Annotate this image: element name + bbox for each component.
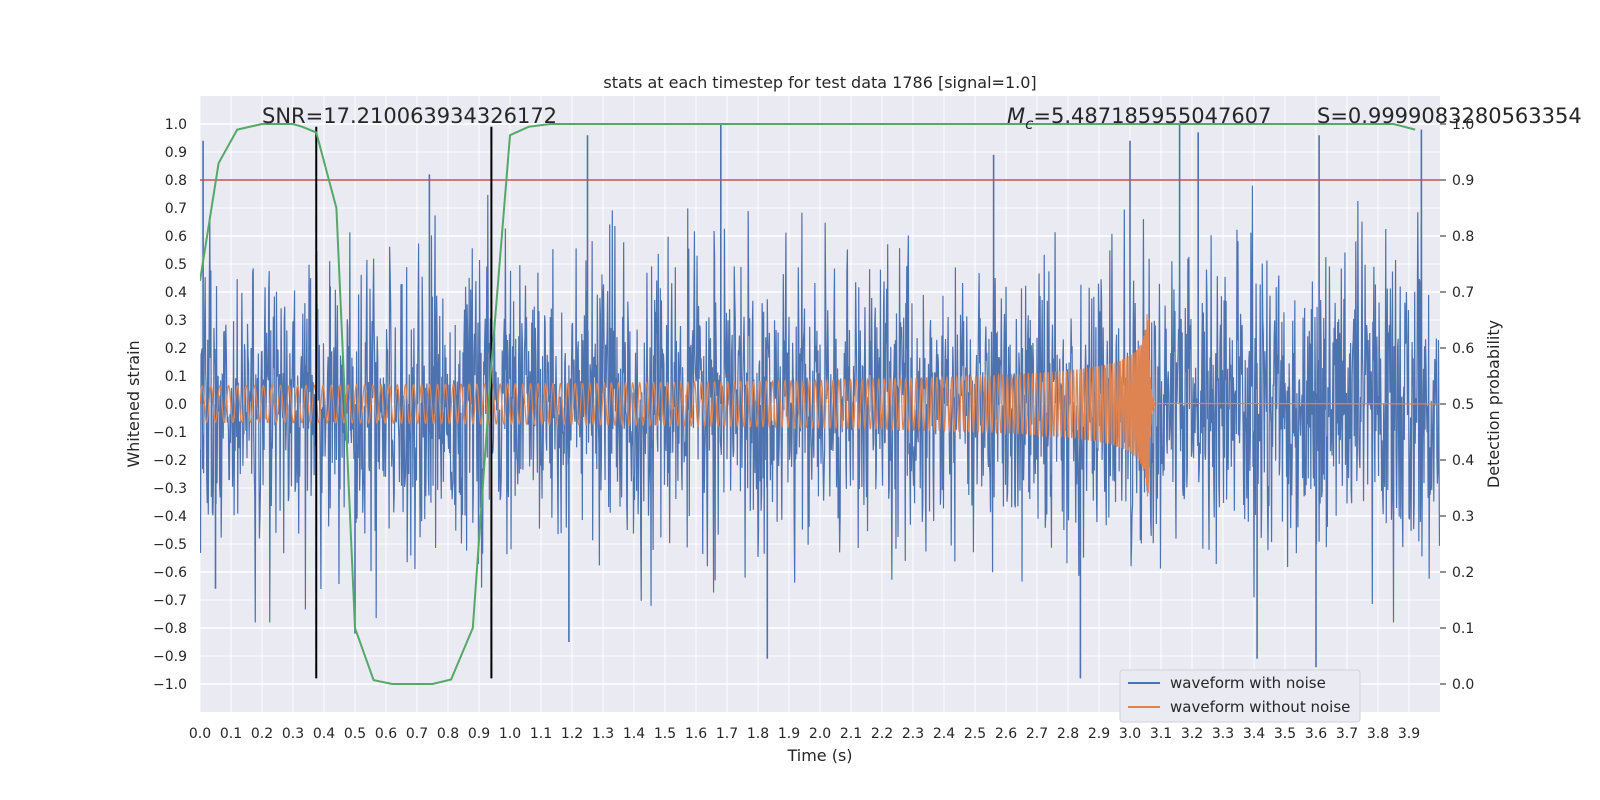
y-tick-label: 0.1 [165,369,187,385]
y-tick-label: −0.6 [153,565,187,581]
x-tick-label: 2.5 [964,726,986,742]
legend: waveform with noise waveform without noi… [1119,669,1361,723]
x-tick-label: 1.0 [499,726,521,742]
x-tick-label: 3.2 [1181,726,1203,742]
x-tick-label: 0.7 [406,726,428,742]
y-tick-label: 0.8 [165,173,187,189]
y2-tick-label: 0.7 [1452,285,1474,301]
x-tick-label: 1.4 [623,726,645,742]
y-tick-labels: 1.0 0.9 0.8 0.7 0.6 0.5 0.4 0.3 0.2 0.1 0.0 −0.1 −0.… [153,117,187,693]
y-tick-label: 0.7 [165,201,187,217]
x-tick-label: 3.5 [1274,726,1296,742]
series-detection-probability [200,123,1416,685]
y-tick-label: 0.0 [165,397,187,413]
x-tick-label: 0.2 [251,726,273,742]
y2-tick-label: 1.0 [1452,117,1474,133]
x-tick-label: 3.6 [1305,726,1327,742]
x-tick-label: 2.4 [933,726,955,742]
y-tick-label: −0.3 [153,481,187,497]
y-tick-label: −0.5 [153,537,187,553]
x-tick-label: 2.2 [871,726,893,742]
y-tick-label: 0.3 [165,313,187,329]
plot-series [200,123,1440,685]
y-tick-label: −0.8 [153,621,187,637]
x-tick-label: 2.0 [809,726,831,742]
x-axis-label: Time (s) [786,746,852,765]
x-tick-label: 3.4 [1243,726,1265,742]
chart-title: stats at each timestep for test data 178… [603,73,1036,92]
x-tick-label: 3.0 [1119,726,1141,742]
legend-box [1119,669,1361,723]
series-waveform-with-noise [200,185,1440,623]
x-tick-label: 2.8 [1057,726,1079,742]
x-tick-label: 3.7 [1336,726,1358,742]
y2-tick-label: 0.5 [1452,397,1474,413]
x-tick-label: 0.0 [189,726,211,742]
legend-label-noise: waveform with noise [1170,674,1326,692]
y-tick-label: 0.9 [165,145,187,161]
x-tick-label: 2.9 [1088,726,1110,742]
y-tick-label: 0.5 [165,257,187,273]
y-tick-label: 0.4 [165,285,187,301]
x-tick-label: 0.4 [313,726,335,742]
x-tick-label: 0.5 [344,726,366,742]
y2-tick-label: 0.9 [1452,173,1474,189]
chirp-mass-annotation: Mc=5.487185955047607 [1007,104,1271,133]
x-tick-label: 2.7 [1026,726,1048,742]
x-tick-label: 1.1 [530,726,552,742]
x-tick-label: 1.9 [778,726,800,742]
series-waveform-without-noise [200,314,1440,497]
y-tick-label: −0.9 [153,649,187,665]
y-tick-label: 0.2 [165,341,187,357]
legend-label-clean: waveform without noise [1170,698,1350,716]
x-tick-label: 0.1 [220,726,242,742]
y2-tick-label: 0.1 [1452,621,1474,637]
y-tick-label: −1.0 [153,677,187,693]
x-tick-label: 2.1 [840,726,862,742]
y-tick-label: −0.7 [153,593,187,609]
y2-tick-label: 0.4 [1452,453,1474,469]
y2-tick-label: 0.8 [1452,229,1474,245]
s-annotation: S=0.9999083280563354 [1317,104,1582,128]
y2-axis-label: Detection probability [1484,320,1503,488]
x-tick-label: 2.6 [995,726,1017,742]
x-tick-label: 1.3 [592,726,614,742]
y-tick-label: −0.1 [153,425,187,441]
chirp-mass-value: =5.487185955047607 [1033,104,1271,128]
chirp-mass-subscript: c [1025,115,1034,133]
x-tick-label: 0.6 [375,726,397,742]
x-tick-label: 3.8 [1367,726,1389,742]
x-tick-label: 3.1 [1150,726,1172,742]
y2-tick-label: 0.0 [1452,677,1474,693]
y2-tick-labels: 1.0 0.9 0.8 0.7 0.6 0.5 0.4 0.3 0.2 0.1 0.0 [1440,117,1474,693]
x-tick-label: 1.2 [561,726,583,742]
x-tick-label: 2.3 [902,726,924,742]
y-tick-label: −0.2 [153,453,187,469]
y2-tick-label: 0.6 [1452,341,1474,357]
y-tick-label: 1.0 [165,117,187,133]
y-axis-label: Whitened strain [124,340,143,467]
y-tick-label: 0.6 [165,229,187,245]
x-tick-label: 0.9 [468,726,490,742]
x-tick-label: 3.9 [1398,726,1420,742]
y-tick-label: −0.4 [153,509,187,525]
x-tick-label: 1.5 [654,726,676,742]
x-tick-label: 1.6 [685,726,707,742]
y2-tick-label: 0.2 [1452,565,1474,581]
chirp-mass-symbol: M [1007,104,1025,128]
x-tick-label: 0.3 [282,726,304,742]
x-tick-label: 3.3 [1212,726,1234,742]
snr-annotation: SNR=17.210063934326172 [262,104,557,128]
x-tick-label: 1.7 [716,726,738,742]
x-tick-label: 1.8 [747,726,769,742]
y2-tick-label: 0.3 [1452,509,1474,525]
x-tick-label: 0.8 [437,726,459,742]
x-tick-labels: 0.0 0.1 0.2 0.3 0.4 0.5 0.6 0.7 0.8 0.9 1.0 1.1 1.2 1… [189,726,1420,742]
